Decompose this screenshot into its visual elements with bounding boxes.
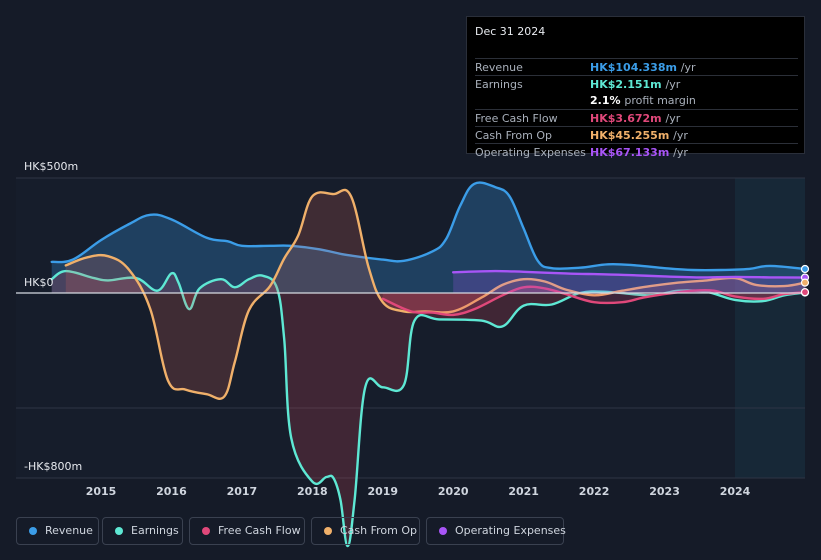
- x-tick-label: 2019: [367, 485, 398, 498]
- tooltip-unit: /yr: [665, 112, 681, 125]
- y-tick-label: HK$0: [24, 276, 53, 289]
- x-tick-label: 2017: [227, 485, 258, 498]
- cash-from-op-line: [64, 188, 807, 400]
- legend-dot-icon: [439, 527, 447, 535]
- x-tick-label: 2016: [156, 485, 187, 498]
- tooltip-value: HK$67.133m /yr: [590, 146, 688, 159]
- x-tick-label: 2022: [579, 485, 610, 498]
- tooltip-label: Operating Expenses: [475, 146, 586, 159]
- legend-item-revenue[interactable]: Revenue: [16, 517, 99, 545]
- tooltip-unit: /yr: [665, 78, 681, 91]
- free-cash-flow-area: [382, 286, 806, 315]
- tooltip-row: Earnings HK$2.151m /yr: [475, 75, 798, 93]
- data-tooltip: Dec 31 2024 Revenue HK$104.338m /yr Earnin…: [466, 16, 805, 159]
- operating-expenses-area: [453, 271, 806, 293]
- legend-item-earnings[interactable]: Earnings: [102, 517, 183, 545]
- tooltip-unit: /yr: [673, 146, 688, 159]
- revenue-line: [50, 181, 807, 272]
- tooltip-unit: /yr: [673, 129, 688, 142]
- tooltip-date: Dec 31 2024: [475, 25, 546, 38]
- tooltip-row: Revenue HK$104.338m /yr: [475, 58, 798, 76]
- legend-item-cash-from-op[interactable]: Cash From Op: [311, 517, 420, 545]
- cash-from-op-area: [65, 189, 806, 399]
- tooltip-value: HK$2.151m /yr: [590, 78, 681, 91]
- tooltip-row: Cash From Op HK$45.255m /yr: [475, 126, 798, 144]
- legend-label: Free Cash Flow: [218, 524, 301, 537]
- x-tick-label: 2021: [508, 485, 539, 498]
- cash-from-op-end-marker: [800, 278, 810, 287]
- tooltip-label: Revenue: [475, 61, 523, 74]
- legend-label: Operating Expenses: [455, 524, 566, 537]
- legend-dot-icon: [29, 527, 37, 535]
- operating-expenses-line: [452, 269, 807, 279]
- plot-background: [16, 178, 805, 478]
- x-tick-label: 2018: [297, 485, 328, 498]
- legend-dot-icon: [324, 527, 332, 535]
- forecast-region: [735, 178, 805, 478]
- tooltip-value: 2.1% profit margin: [590, 94, 696, 107]
- free-cash-flow-line: [381, 285, 807, 317]
- tooltip-unit: /yr: [680, 61, 696, 74]
- x-tick-label: 2015: [86, 485, 117, 498]
- x-tick-label: 2024: [720, 485, 751, 498]
- x-tick-label: 2020: [438, 485, 469, 498]
- tooltip-row: Free Cash Flow HK$3.672m /yr: [475, 109, 798, 127]
- legend-label: Earnings: [131, 524, 179, 537]
- legend-item-operating-expenses[interactable]: Operating Expenses: [426, 517, 566, 545]
- x-tick-label: 2023: [649, 485, 680, 498]
- legend-dot-icon: [115, 527, 123, 535]
- legend-item-free-cash-flow[interactable]: Free Cash Flow: [189, 517, 305, 545]
- revenue-end-marker: [800, 264, 810, 274]
- tooltip-unit: profit margin: [624, 94, 696, 107]
- tooltip-label: Earnings: [475, 78, 523, 91]
- tooltip-value: HK$104.338m /yr: [590, 61, 696, 74]
- tooltip-value: HK$3.672m /yr: [590, 112, 681, 125]
- y-tick-label: HK$500m: [24, 160, 78, 173]
- tooltip-value: HK$45.255m /yr: [590, 129, 688, 142]
- legend-label: Revenue: [45, 524, 93, 537]
- tooltip-row: Operating Expenses HK$67.133m /yr: [475, 143, 798, 161]
- tooltip-row: 2.1% profit margin: [475, 92, 798, 109]
- tooltip-label: Free Cash Flow: [475, 112, 558, 125]
- legend-label: Cash From Op: [340, 524, 418, 537]
- y-tick-label: -HK$800m: [24, 460, 82, 473]
- free-cash-flow-end-marker: [800, 288, 810, 297]
- tooltip-label: Cash From Op: [475, 129, 553, 142]
- legend-dot-icon: [202, 527, 210, 535]
